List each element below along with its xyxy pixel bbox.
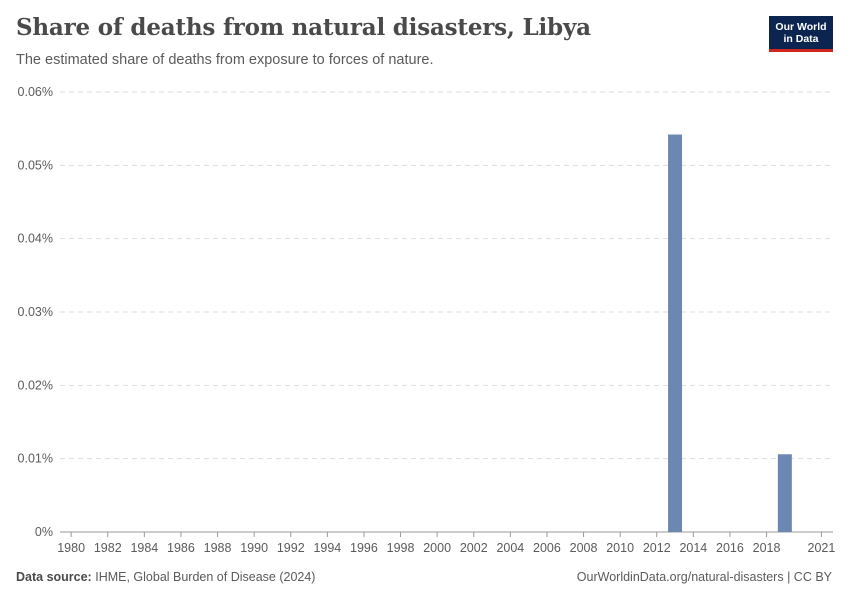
y-tick-label: 0.01% xyxy=(18,452,53,466)
x-tick-label: 1996 xyxy=(350,541,378,555)
x-tick-label: 2018 xyxy=(753,541,781,555)
y-tick-label: 0.02% xyxy=(18,378,53,392)
logo-line-2: in Data xyxy=(783,33,819,45)
y-tick-label: 0.03% xyxy=(18,305,53,319)
data-source: Data source: IHME, Global Burden of Dise… xyxy=(16,570,315,584)
x-tick-label: 2010 xyxy=(606,541,634,555)
x-tick-label: 1992 xyxy=(277,541,305,555)
y-tick-label: 0.06% xyxy=(18,85,53,99)
data-source-text[interactable]: IHME, Global Burden of Disease (2024) xyxy=(95,570,316,584)
x-tick-label: 2004 xyxy=(496,541,524,555)
x-tick-label: 1984 xyxy=(130,541,158,555)
x-tick-label: 2016 xyxy=(716,541,744,555)
x-tick-label: 1980 xyxy=(57,541,85,555)
y-tick-label: 0.05% xyxy=(18,158,53,172)
logo-line-1: Our World xyxy=(775,21,827,33)
x-tick-label: 2008 xyxy=(570,541,598,555)
chart-subtitle: The estimated share of deaths from expos… xyxy=(16,52,434,68)
owid-logo[interactable]: Our World in Data xyxy=(769,16,833,52)
x-tick-label: 1998 xyxy=(387,541,415,555)
x-tick-label: 2006 xyxy=(533,541,561,555)
x-tick-label: 2012 xyxy=(643,541,671,555)
x-tick-label: 1994 xyxy=(313,541,341,555)
y-tick-label: 0.04% xyxy=(18,232,53,246)
x-tick-label: 2002 xyxy=(460,541,488,555)
x-tick-label: 1988 xyxy=(204,541,232,555)
x-tick-label: 1982 xyxy=(94,541,122,555)
x-tick-label: 2014 xyxy=(679,541,707,555)
bar-2019[interactable] xyxy=(777,454,792,532)
x-tick-label: 1986 xyxy=(167,541,195,555)
chart-title: Share of deaths from natural disasters, … xyxy=(16,14,591,41)
data-source-label: Data source: xyxy=(16,570,92,584)
x-tick-label: 2021 xyxy=(808,541,836,555)
credit-link[interactable]: OurWorldinData.org/natural-disasters | C… xyxy=(576,570,832,584)
y-tick-label: 0% xyxy=(35,525,53,539)
bar-2013[interactable] xyxy=(668,134,683,533)
x-tick-label: 1990 xyxy=(240,541,268,555)
x-tick-label: 2000 xyxy=(423,541,451,555)
